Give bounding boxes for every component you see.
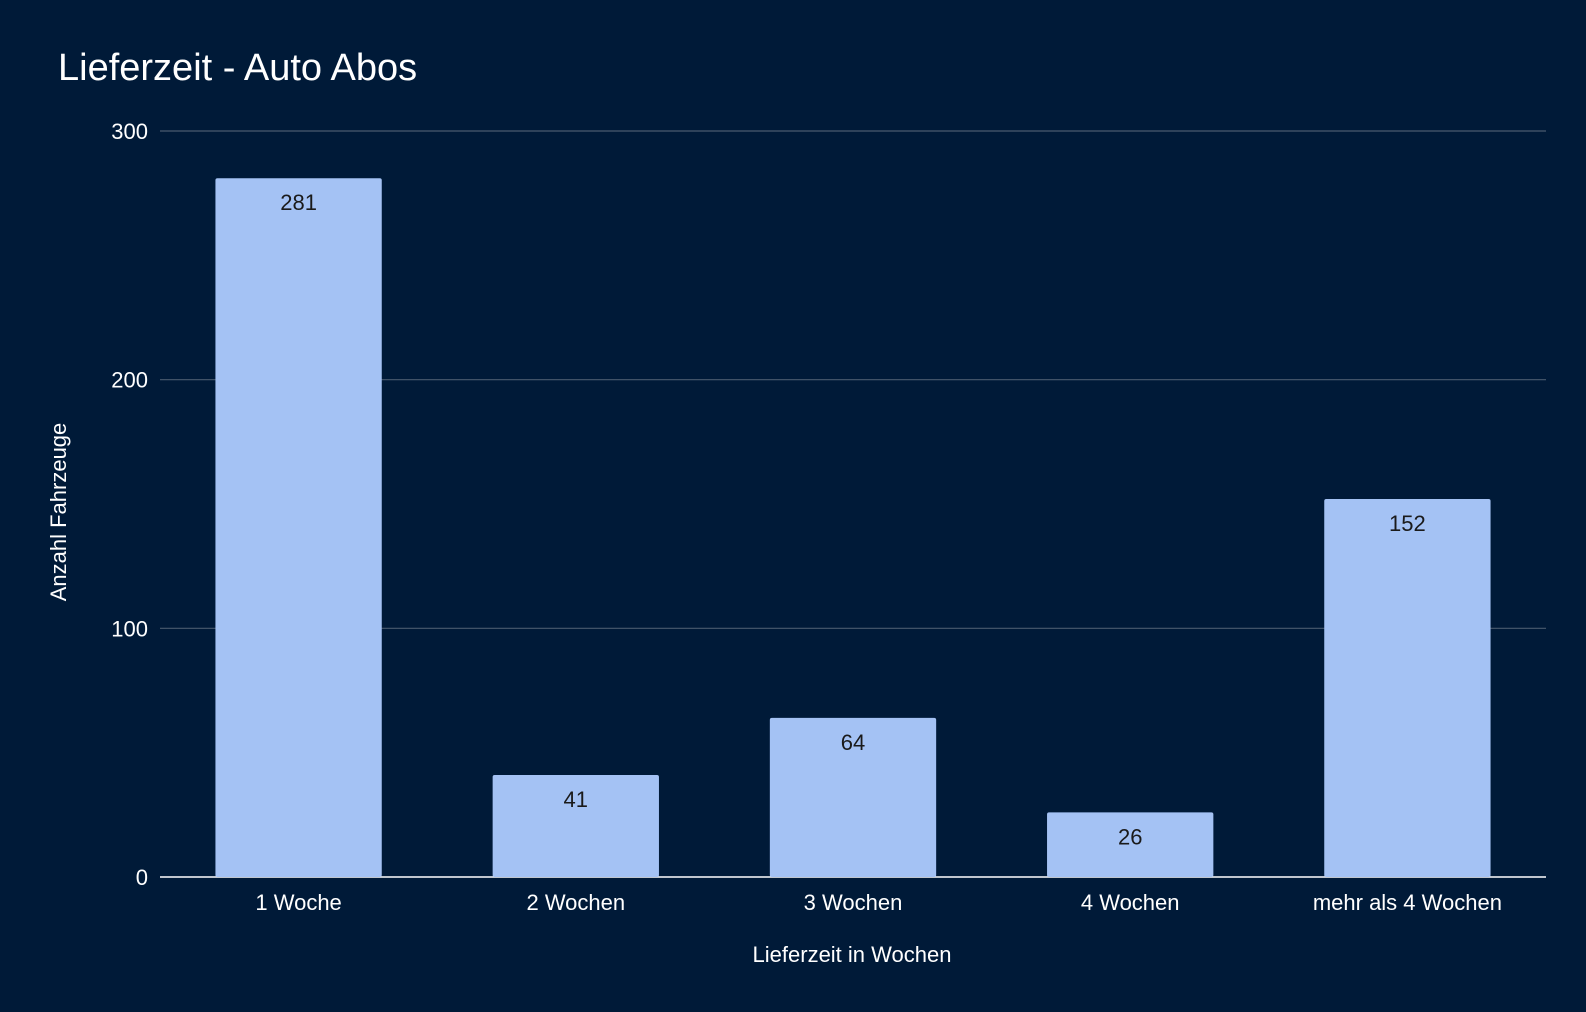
y-tick-label: 200 [111,368,148,393]
x-tick-label: mehr als 4 Wochen [1313,890,1502,915]
data-label: 41 [564,787,588,812]
bar [1047,812,1214,877]
bars: 281 41 64 26 152 [215,178,1491,877]
bar [492,775,659,877]
x-tick-label: 3 Wochen [804,890,903,915]
y-tick-label: 0 [136,865,148,890]
x-tick-label: 2 Wochen [526,890,625,915]
data-label: 152 [1389,511,1426,536]
bar [215,178,382,877]
x-tick-label: 1 Woche [255,890,341,915]
x-axis-label: Lieferzeit in Wochen [753,942,952,967]
y-tick-label: 100 [111,616,148,641]
chart-title: Lieferzeit - Auto Abos [58,47,417,89]
y-tick-label: 300 [111,119,148,144]
data-label: 281 [280,190,317,215]
data-label: 64 [841,730,865,755]
x-axis-ticks: 1 Woche 2 Wochen 3 Wochen 4 Wochen mehr als … [255,890,1502,915]
y-axis-ticks: 0 100 200 300 [111,119,148,890]
bar [1324,499,1491,877]
x-tick-label: 4 Wochen [1081,890,1180,915]
data-label: 26 [1118,824,1142,849]
bar [769,717,937,877]
y-axis-label: Anzahl Fahrzeuge [46,423,71,602]
